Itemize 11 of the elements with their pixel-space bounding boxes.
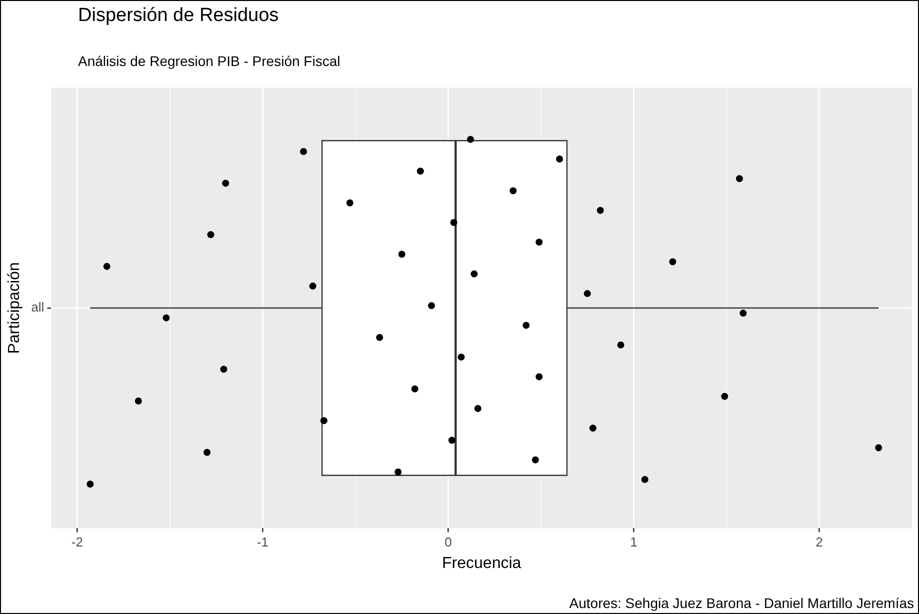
text: Autores: Sehgia Juez Barona - Daniel Martillo Jeremías [569,595,914,611]
x-tick-label: 0 [444,534,452,550]
x-tick-label: -1 [256,534,268,550]
y-tick-label: all [31,300,44,315]
chart-title: Dispersión de Residuos [78,5,279,27]
chart-subtitle: Análisis de Regresion PIB - Presión Fiscal [78,53,340,69]
x-tick-label: 2 [816,534,823,550]
x-tick-label: 1 [630,534,638,550]
x-tick-label: -2 [71,534,83,550]
y-axis-title: Participación [6,262,24,354]
x-axis-title: Frecuencia [442,554,522,572]
